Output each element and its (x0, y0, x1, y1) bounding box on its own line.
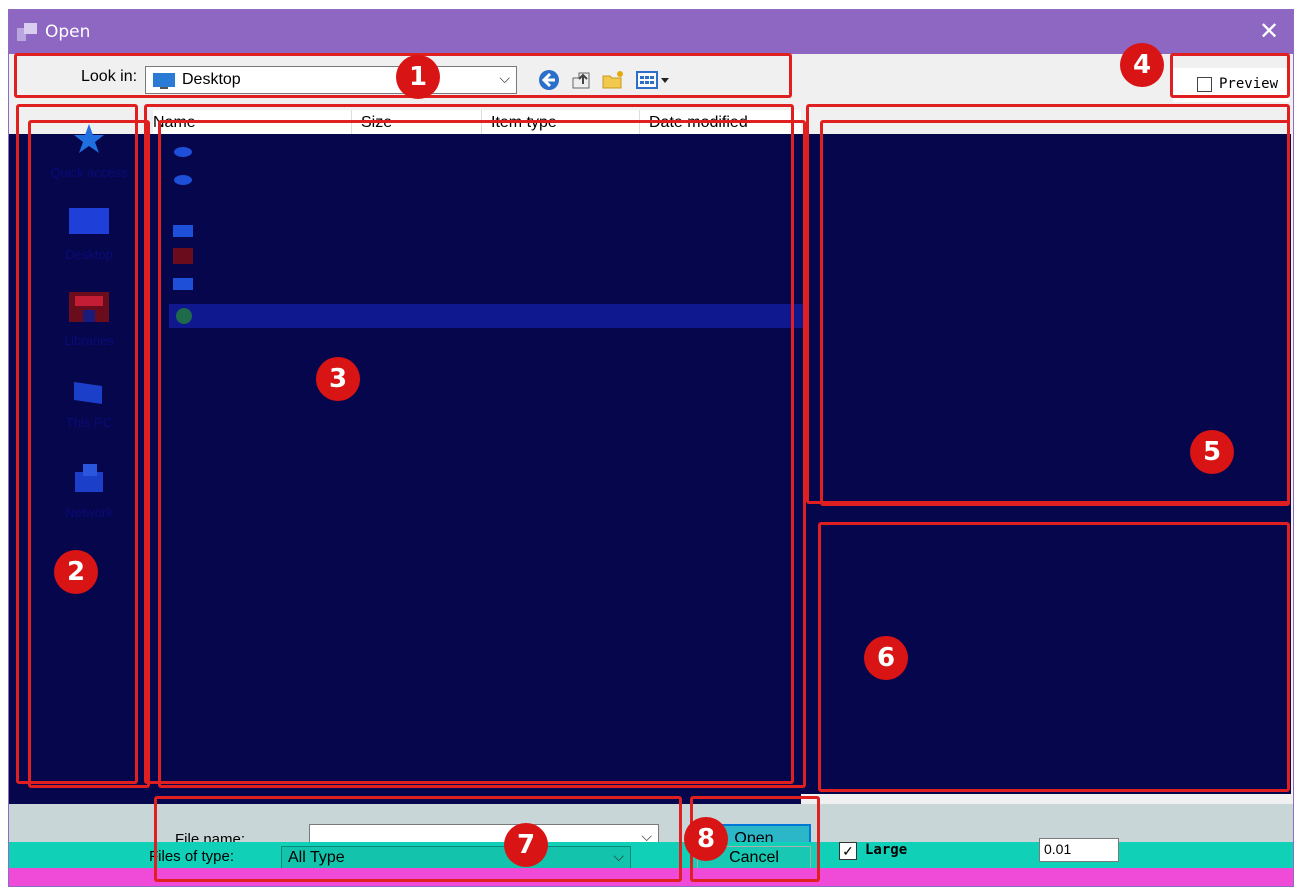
cloud-icon (174, 147, 192, 157)
large-label: Large (865, 842, 908, 858)
new-folder-icon[interactable] (601, 68, 625, 92)
badge-6: 6 (864, 636, 908, 680)
preview-checkbox[interactable] (1197, 77, 1212, 92)
filetype-combo[interactable]: All Type ⌵ (281, 846, 631, 870)
badge-1: 1 (396, 55, 440, 99)
sidebar-item-label: Quick access (50, 165, 128, 180)
badge-5: 5 (1190, 430, 1234, 474)
sidebar-item-libraries[interactable]: Libraries (49, 290, 129, 348)
badge-3: 3 (316, 357, 360, 401)
annotation-box-2 (16, 104, 138, 784)
folder-icon (173, 225, 193, 237)
preview-toggle[interactable]: Preview (1173, 68, 1289, 102)
open-dialog: Open ✕ Look in: Desktop ⌵ Preview Name S… (8, 9, 1294, 887)
badge-7: 7 (504, 823, 548, 867)
sidebar-item-label: This PC (65, 415, 113, 430)
preview-label: Preview (1219, 76, 1279, 92)
list-item[interactable] (169, 248, 789, 272)
cloud-icon (174, 175, 192, 185)
sidebar-item-label: Libraries (64, 333, 114, 348)
annotation-box-4 (1170, 53, 1290, 98)
column-separator (481, 110, 482, 138)
list-item-selected[interactable] (169, 304, 805, 328)
network-icon (75, 464, 103, 492)
zoom-value: 0.01 (1044, 841, 1072, 857)
sidebar-item-desktop[interactable]: Desktop (49, 208, 129, 262)
annotation-box-7 (154, 796, 682, 882)
annotation-box-3-inner (158, 120, 806, 788)
dark-overlay-main (9, 134, 1291, 794)
quick-access-icon (74, 124, 104, 153)
status-band: Files of type: All Type ⌵ Cancel ✓ Large… (9, 838, 1293, 870)
zoom-field[interactable]: 0.01 (1039, 838, 1119, 862)
sidebar-item-label: Network (65, 505, 113, 520)
lookin-value: Desktop (182, 71, 241, 88)
annotation-box-1 (14, 53, 792, 98)
lookin-label: Look in: (81, 68, 138, 85)
sidebar-item-this-pc[interactable]: This PC (49, 378, 129, 430)
list-item[interactable] (169, 143, 789, 167)
badge-2: 2 (54, 550, 98, 594)
sidebar-item-quick-access[interactable]: Quick access (49, 122, 129, 180)
dark-overlay-bottom-left (9, 794, 801, 804)
app-icon (17, 23, 37, 41)
this-pc-icon (74, 382, 102, 404)
desktop-icon (69, 208, 109, 234)
list-item[interactable] (169, 223, 789, 247)
up-folder-icon[interactable] (569, 68, 593, 92)
close-icon[interactable]: ✕ (1258, 18, 1280, 45)
large-checkbox[interactable]: ✓ (839, 842, 857, 860)
annotation-box-6 (818, 522, 1290, 792)
sidebar-item-label: Desktop (65, 247, 113, 262)
annotation-box-3 (144, 104, 794, 784)
folder-icon (173, 278, 193, 290)
list-item[interactable] (169, 171, 789, 195)
chevron-down-icon: ⌵ (641, 828, 652, 844)
filetype-value: All Type (288, 849, 345, 866)
column-separator (639, 110, 640, 138)
title-bar: Open ✕ (9, 10, 1293, 54)
file-icon (176, 308, 192, 324)
annotation-box-5-inner (820, 120, 1290, 506)
chevron-down-icon: ⌵ (613, 848, 624, 864)
window-title: Open (45, 22, 91, 42)
view-menu-icon[interactable] (635, 68, 671, 92)
libraries-icon (173, 248, 193, 264)
badge-8: 8 (684, 817, 728, 861)
column-separator (351, 110, 352, 138)
list-item[interactable] (169, 276, 789, 300)
badge-4: 4 (1120, 43, 1164, 87)
sidebar-item-network[interactable]: Network (49, 462, 129, 520)
filetype-label: Files of type: (149, 848, 235, 865)
lookin-combo[interactable]: Desktop ⌵ (145, 66, 517, 94)
annotation-box-2-inner (28, 120, 150, 788)
chevron-down-icon: ⌵ (499, 70, 510, 86)
libraries-icon (69, 292, 109, 322)
back-icon[interactable] (537, 68, 561, 92)
desktop-icon (153, 73, 175, 89)
